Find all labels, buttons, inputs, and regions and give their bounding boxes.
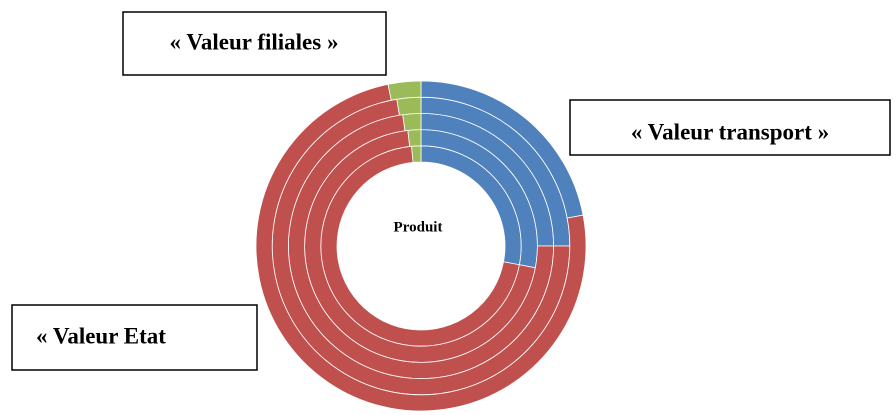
ring-segment [387,80,422,101]
ring-segment [396,96,422,116]
label-box [11,304,258,371]
ring-segment [255,83,587,412]
donut [255,80,587,412]
label-box [569,99,891,156]
category-label: « Valeur transport » [631,119,829,144]
ring-segment [402,112,422,132]
ring-segment [411,145,422,163]
label-box [122,11,387,76]
center-label: Produit [394,219,443,235]
category-label: « Valeur Etat [36,323,166,348]
category-label: « Valeur filiales » [170,29,339,54]
ring-segment [407,129,422,147]
